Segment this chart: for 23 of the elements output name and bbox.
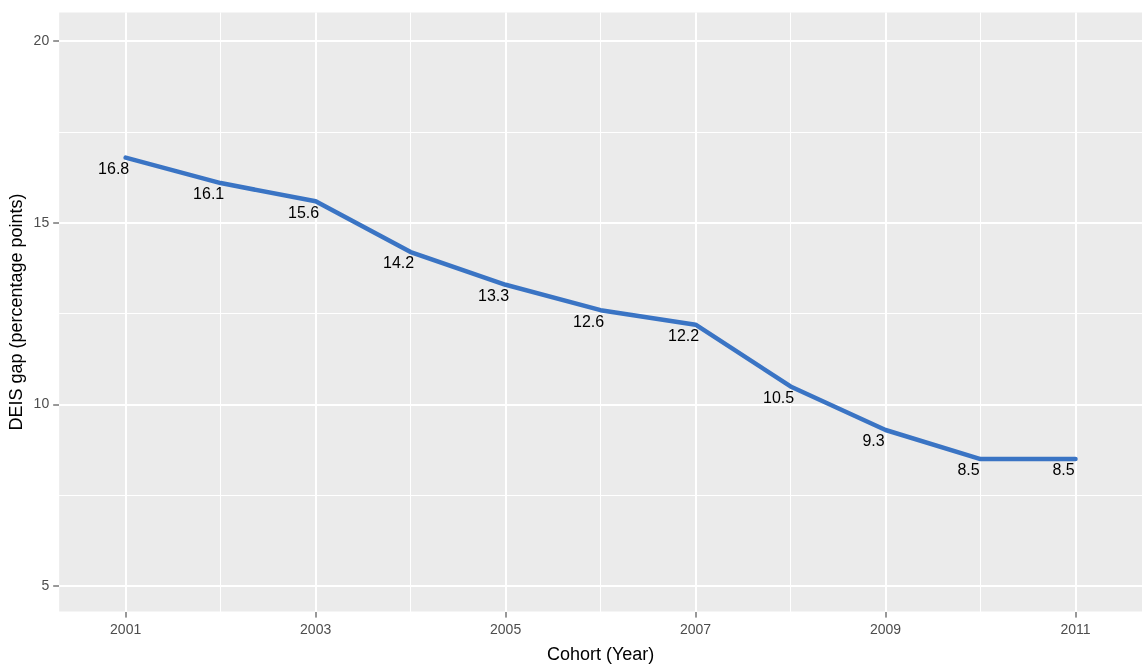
x-tick-label: 2003: [300, 620, 332, 637]
data-label: 8.5: [1052, 461, 1075, 479]
data-label: 9.3: [862, 432, 885, 450]
data-label: 16.8: [98, 160, 130, 178]
data-label: 10.5: [762, 388, 795, 406]
y-tick-label: 20: [33, 32, 50, 49]
x-tick-label: 2001: [110, 620, 142, 637]
data-label: 12.6: [573, 312, 605, 330]
data-label: 14.2: [383, 254, 415, 272]
data-label: 16.1: [193, 185, 225, 203]
x-tick-label: 2009: [869, 620, 902, 637]
y-tick-label: 10: [33, 395, 50, 412]
y-tick-label: 5: [41, 577, 50, 594]
y-tick-label: 15: [33, 213, 50, 230]
x-axis-title: Cohort (Year): [546, 644, 655, 665]
data-label: 8.5: [957, 461, 980, 479]
x-tick-label: 2005: [490, 620, 522, 637]
x-tick-label: 2007: [679, 620, 712, 637]
data-label: 15.6: [288, 203, 320, 221]
data-label: 13.3: [478, 287, 510, 305]
data-label: 12.2: [668, 327, 700, 345]
y-axis-title: DEIS gap (percentage points): [5, 193, 26, 431]
x-tick-label: 2011: [1060, 620, 1091, 637]
